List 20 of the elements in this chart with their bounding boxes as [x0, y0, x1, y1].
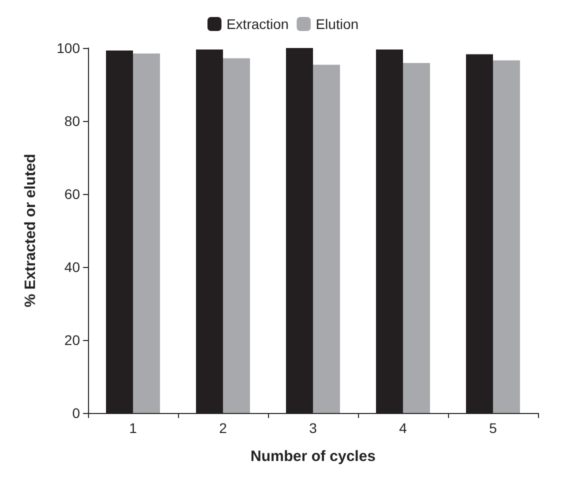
x-tick-label: 2 [219, 420, 228, 436]
y-tick-label: 100 [56, 40, 80, 56]
x-tick-label: 4 [399, 420, 408, 436]
bar [133, 53, 160, 413]
y-tick-label: 0 [72, 405, 80, 421]
legend-label: Extraction [226, 16, 289, 32]
bar [223, 58, 250, 413]
bar [403, 62, 430, 413]
y-tick-label: 40 [64, 259, 80, 275]
x-tick-label: 5 [489, 420, 498, 436]
y-axis-title: % Extracted or eluted [22, 154, 39, 308]
legend-label: Elution [316, 16, 359, 32]
x-tick-label: 1 [129, 420, 138, 436]
bar [313, 64, 340, 413]
y-tick-label: 80 [64, 113, 80, 129]
y-tick-label: 20 [64, 332, 80, 348]
bar [493, 60, 520, 413]
x-tick-label: 3 [309, 420, 318, 436]
y-tick-label: 60 [64, 186, 80, 202]
x-axis-title: Number of cycles [250, 448, 376, 465]
